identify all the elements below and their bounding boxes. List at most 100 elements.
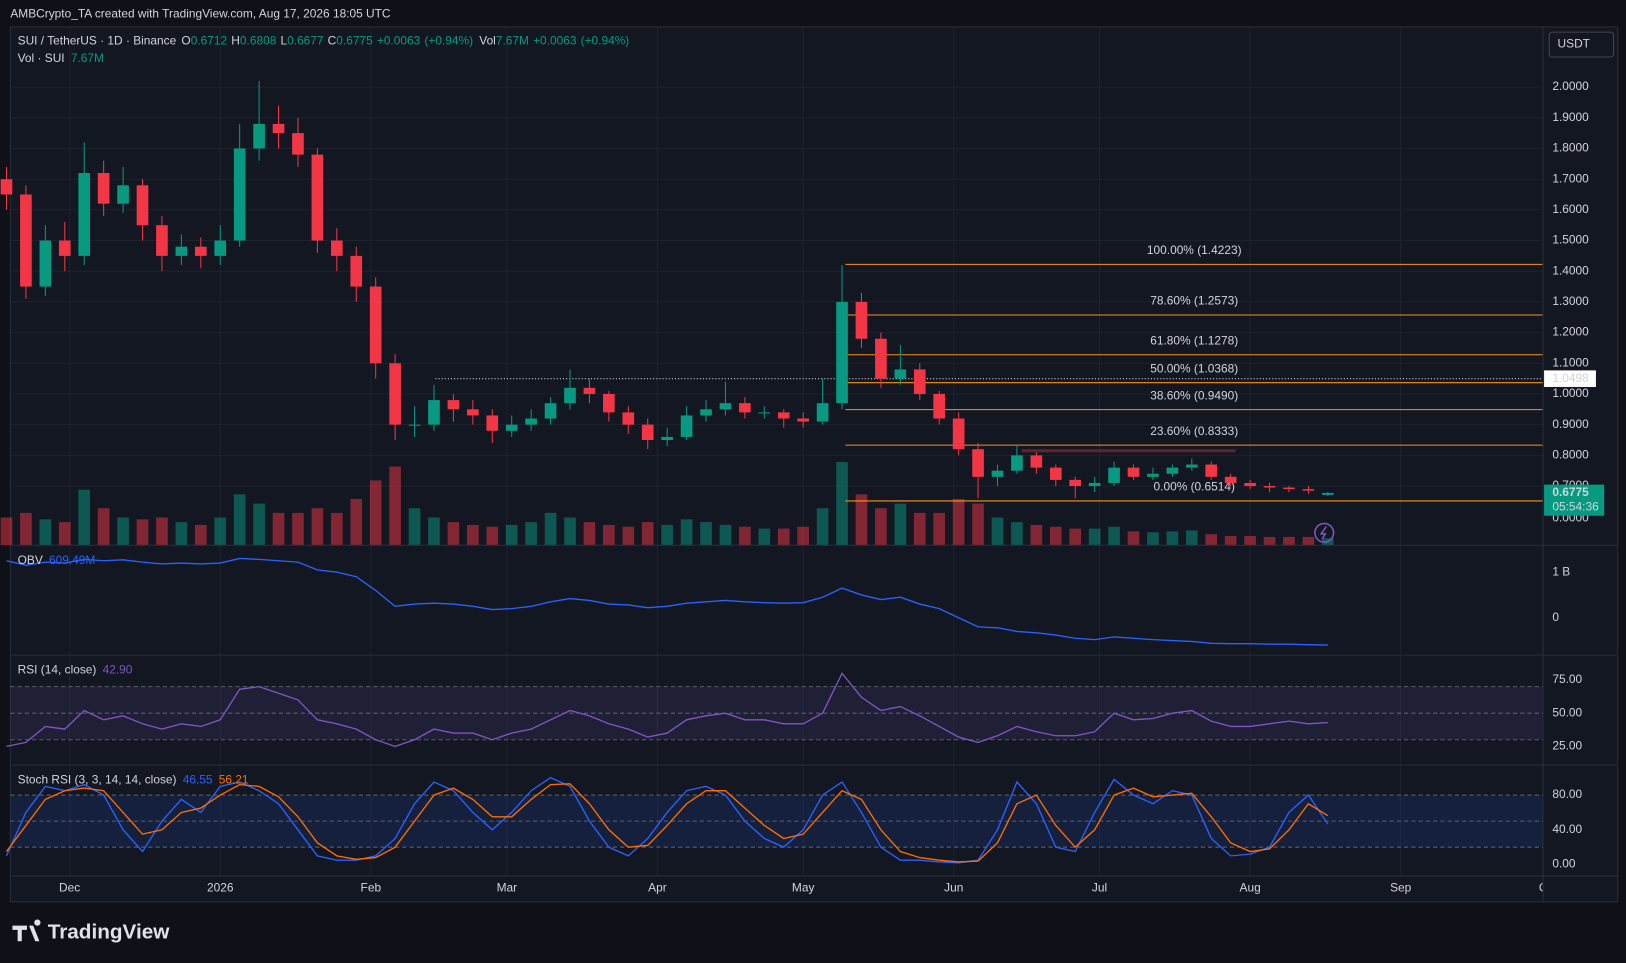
stoch-k-value: 46.55 [183,773,213,787]
volume-bar [583,522,596,546]
candle-body [1302,489,1315,491]
candle-body [564,387,576,404]
candle-body [700,409,712,416]
volume-bar [330,512,343,546]
volume-bar [680,519,693,546]
currency-label[interactable]: USDT [1558,37,1590,51]
candle-body [1166,467,1179,474]
stoch-line [5,783,1329,863]
volume-bar [214,517,227,546]
rsi-name: RSI (14, close) [18,663,97,677]
volume-bar [1185,530,1198,546]
y-tick-label: 1.0000 [1552,386,1589,400]
x-tick-label: Sep [1390,881,1412,895]
candle-body [272,123,285,134]
stoch-tick-label: 80.00 [1552,787,1582,801]
candle-body [20,194,32,287]
legend-vol: Vol [479,34,496,48]
y-tick-label: 1.3000 [1552,294,1589,308]
volume-bar [777,528,790,546]
candle-body [58,240,71,256]
candle-body [1147,473,1159,477]
volume-name: Vol · SUI [18,51,65,65]
candle-body [467,409,479,416]
candle-body [408,424,421,426]
y-tick-label: 1.7000 [1552,171,1589,185]
candle-body [991,470,1004,477]
y-tick-label: 1.9000 [1552,110,1589,124]
candle-body [777,412,790,419]
volume-bar [389,466,401,546]
legend-l: L [280,34,287,48]
volume-bar [505,524,518,546]
hline-price-box [1544,370,1596,387]
symbol: SUI / TetherUS · 1D · Binance [18,34,177,48]
currency-button[interactable] [1548,31,1615,58]
y-tick-label: 0.8000 [1552,447,1589,461]
candle-body [486,415,499,431]
fib-label: 0.00% (0.6514) [1154,480,1235,494]
y-tick-label: 0.9000 [1552,417,1589,431]
candle-body [330,240,343,256]
candle-body [836,301,848,404]
candle-body [1030,455,1043,468]
candle-body [447,400,460,410]
candle-body [894,369,907,379]
rsi-tick-label: 75.00 [1552,672,1582,686]
candle-body [97,173,110,204]
header-credit: AMBCrypto_TA created with TradingView.co… [10,7,391,21]
volume-bar [1283,536,1295,546]
candle-body [797,418,810,422]
volume-bar [875,508,887,546]
candle-body [1322,492,1334,495]
x-tick-label: Aug [1240,881,1261,895]
x-tick-label: Apr [648,881,667,895]
volume-bar [564,517,576,546]
volume-bar [136,519,149,546]
time-axis: Dec 2026 Feb Mar Apr May Jun Jul Aug Sep Oc [59,881,1543,895]
candle-body [758,412,771,414]
stoch-line [5,776,1329,864]
candle-body [641,424,654,440]
y-tick-label: 1.4000 [1552,263,1589,277]
candle-body [350,255,363,287]
volume-bar [952,498,965,546]
volume-bar [311,508,324,546]
rsi-tick-label: 25.00 [1552,739,1582,753]
candle-body [136,185,149,226]
obv-tick-label: 1 B [1552,564,1570,578]
x-tick-label: Mar [497,881,518,895]
legend-c: C [328,34,337,48]
x-tick-label: Jul [1092,881,1107,895]
volume-bar [797,526,810,546]
candle-body [816,403,829,422]
volume-bar [913,512,926,546]
candle-body [1088,482,1101,487]
last-price-label: 0.6775 [1552,485,1589,499]
volume-bar [739,526,751,546]
volume-bar [467,524,479,546]
volume-bar [78,489,91,546]
zone [1021,449,1236,453]
alert-bolt [1319,526,1327,540]
volume-bar [350,498,363,546]
legend-change: +0.0063 [377,34,421,48]
volume-bar [194,524,207,546]
volume-bar [816,508,829,546]
y-tick-label: 1.2000 [1552,325,1589,339]
y-tick-label: 1.1000 [1552,355,1589,369]
volume-bar [428,517,440,546]
volume-bar [719,524,732,546]
volume-bar [1030,524,1043,546]
volume-bar [39,519,52,546]
legend-high: 0.6808 [240,34,277,48]
stoch-tick-label: 40.00 [1552,822,1582,836]
candle-body [952,418,965,450]
last-price-box [1544,484,1605,516]
volume-bar [1011,522,1023,546]
volume-bar [447,522,460,546]
candle-body [156,225,168,256]
alert-icon[interactable] [1314,522,1335,543]
volume-bar [991,517,1004,546]
